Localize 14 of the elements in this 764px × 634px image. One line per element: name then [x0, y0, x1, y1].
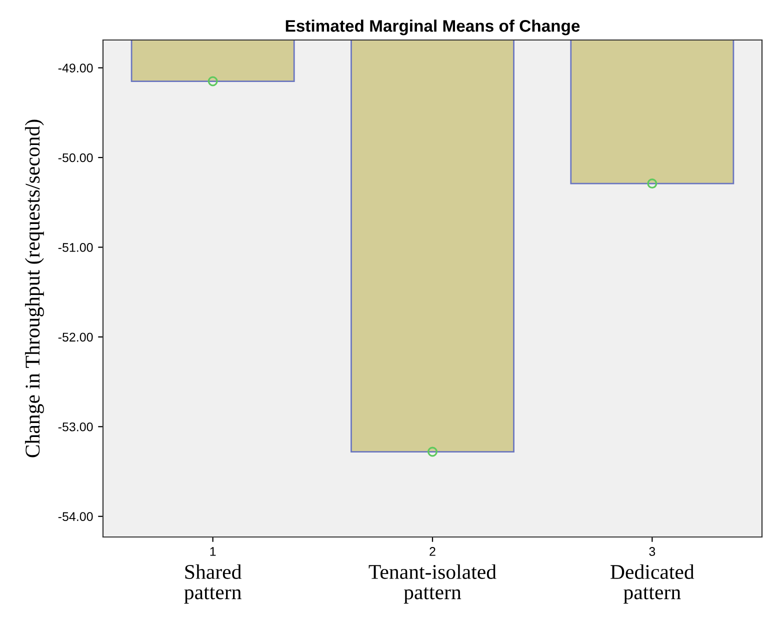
- chart-title: Estimated Marginal Means of Change: [286, 20, 580, 36]
- x-tick-label: 2: [430, 547, 436, 556]
- y-tick-label: -52.00: [58, 332, 93, 342]
- text: Dedicated pattern: [610, 564, 694, 604]
- y-axis-title: Change in Throughput (requests/second): [25, 120, 44, 458]
- y-tick-label: -54.00: [58, 512, 93, 522]
- text: Shared pattern: [184, 564, 242, 604]
- y-tick-label: -50.00: [58, 153, 93, 162]
- y-tick-label: -51.00: [58, 243, 93, 252]
- y-tick-label: -49.00: [58, 64, 93, 72]
- y-tick-label: -53.00: [58, 422, 93, 432]
- x-tick-label: 1: [210, 547, 216, 556]
- text: Tenant-isolated pattern: [368, 564, 496, 604]
- x-tick-label: 3: [649, 547, 656, 556]
